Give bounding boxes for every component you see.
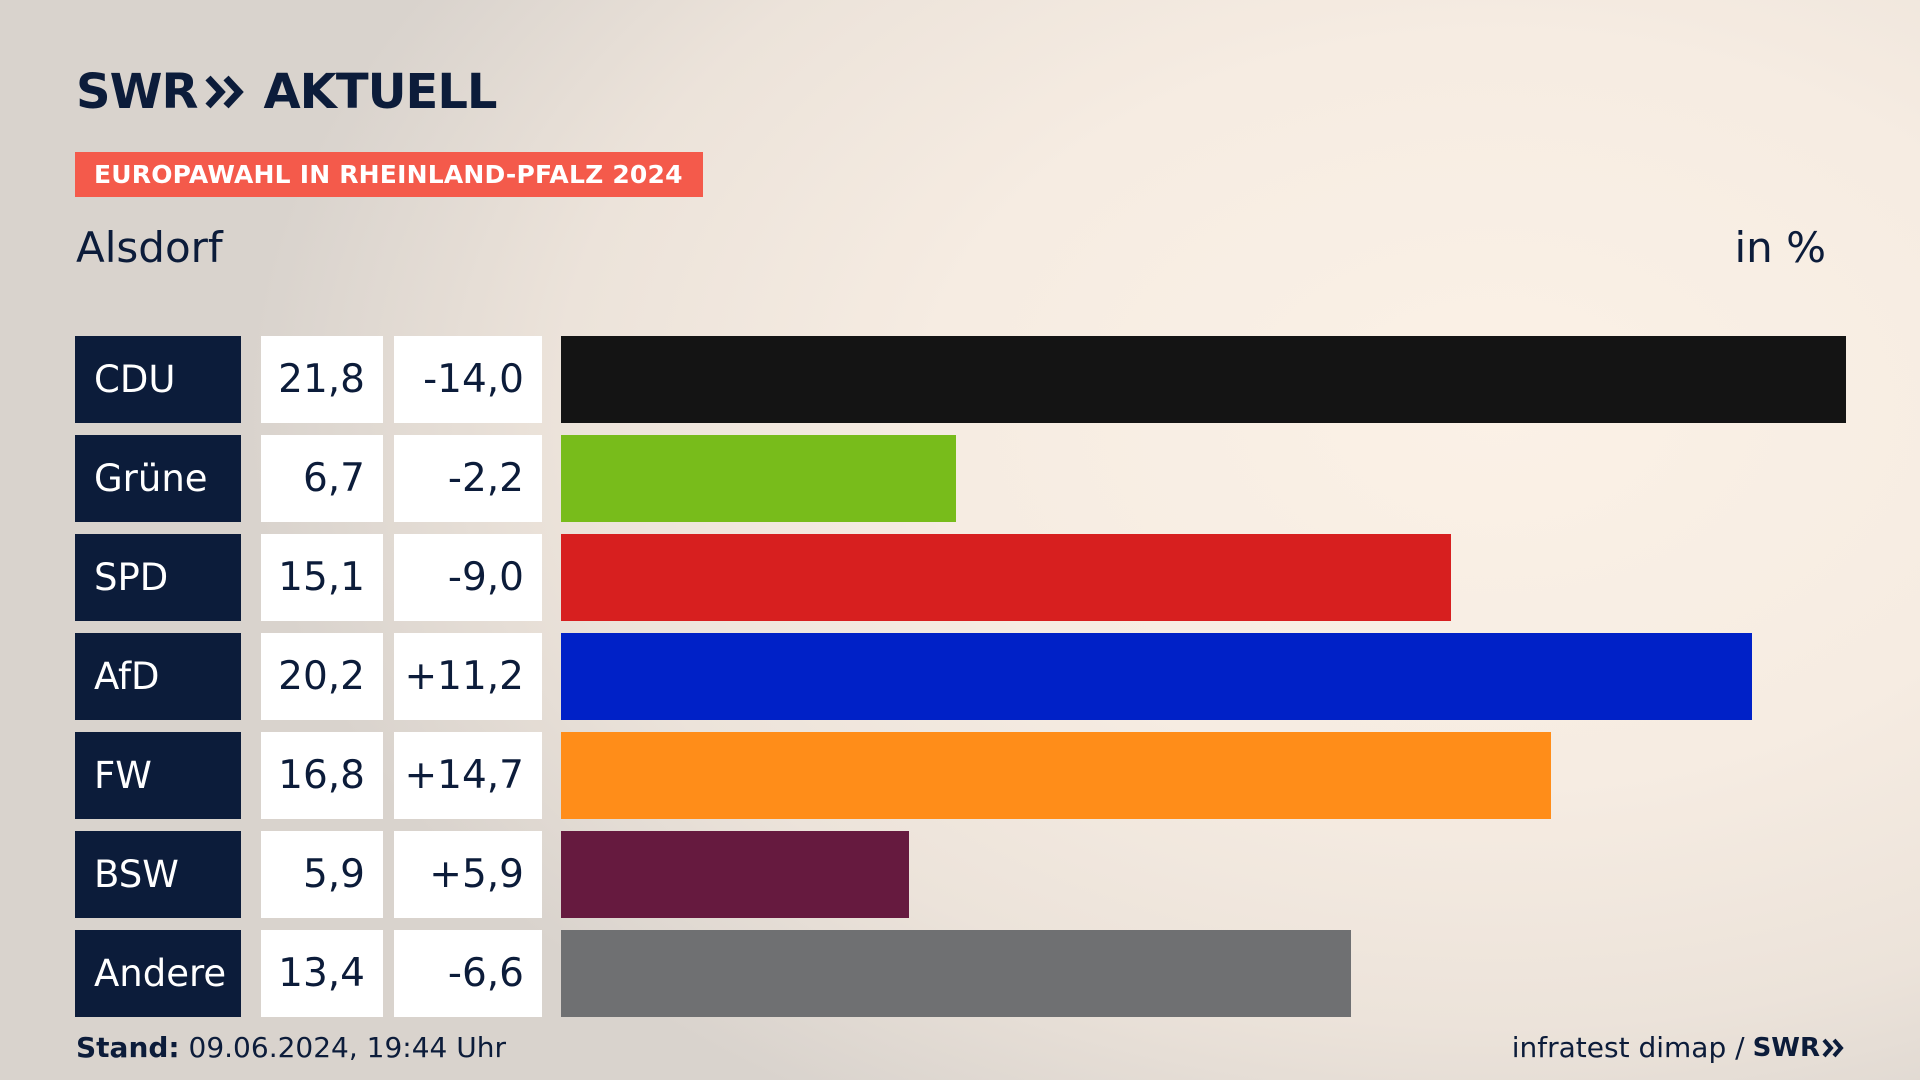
double-chevron-icon xyxy=(205,75,245,109)
bar-track xyxy=(561,633,1846,720)
timestamp: Stand: 09.06.2024, 19:44 Uhr xyxy=(76,1030,506,1066)
stand-value: 09.06.2024, 19:44 Uhr xyxy=(188,1031,506,1064)
party-label: CDU xyxy=(75,336,241,423)
bar-track xyxy=(561,930,1846,1017)
bar-spd xyxy=(561,534,1451,621)
unit-label: in % xyxy=(1734,223,1826,272)
share-value: 13,4 xyxy=(261,930,383,1017)
place-title: Alsdorf xyxy=(76,223,223,272)
swr-aktuell-logo: SWR AKTUELL xyxy=(76,62,498,122)
bar-cdu xyxy=(561,336,1846,423)
bar-afd xyxy=(561,633,1752,720)
bar-fw xyxy=(561,732,1551,819)
logo-swr-text: SWR xyxy=(76,64,198,120)
logo-section-text: AKTUELL xyxy=(263,64,497,120)
table-row: BSW 5,9 +5,9 xyxy=(75,831,1846,918)
table-row: Grüne 6,7 -2,2 xyxy=(75,435,1846,522)
share-value: 6,7 xyxy=(261,435,383,522)
bar-bsw xyxy=(561,831,909,918)
share-value: 16,8 xyxy=(261,732,383,819)
table-row: FW 16,8 +14,7 xyxy=(75,732,1846,819)
source-text: infratest dimap / xyxy=(1511,1031,1745,1064)
share-value: 20,2 xyxy=(261,633,383,720)
party-label: AfD xyxy=(75,633,241,720)
source-brand: SWR xyxy=(1753,1030,1844,1066)
table-row: SPD 15,1 -9,0 xyxy=(75,534,1846,621)
party-label: FW xyxy=(75,732,241,819)
source-credit: infratest dimap / SWR xyxy=(1512,1030,1844,1066)
party-label: Andere xyxy=(75,930,241,1017)
table-row: Andere 13,4 -6,6 xyxy=(75,930,1846,1017)
table-row: AfD 20,2 +11,2 xyxy=(75,633,1846,720)
difference-value: -14,0 xyxy=(394,336,542,423)
difference-value: -2,2 xyxy=(394,435,542,522)
difference-value: +11,2 xyxy=(394,633,542,720)
double-chevron-icon-small xyxy=(1822,1038,1844,1058)
bar-track xyxy=(561,831,1846,918)
difference-value: -9,0 xyxy=(394,534,542,621)
bar-track xyxy=(561,534,1846,621)
party-label: BSW xyxy=(75,831,241,918)
bar-andere xyxy=(561,930,1351,1017)
stand-label: Stand: xyxy=(76,1031,180,1064)
share-value: 15,1 xyxy=(261,534,383,621)
bar-track xyxy=(561,732,1846,819)
party-label: Grüne xyxy=(75,435,241,522)
bar-track xyxy=(561,336,1846,423)
election-tag: EUROPAWAHL IN RHEINLAND-PFALZ 2024 xyxy=(75,152,703,197)
share-value: 21,8 xyxy=(261,336,383,423)
difference-value: +14,7 xyxy=(394,732,542,819)
bar-track xyxy=(561,435,1846,522)
party-label: SPD xyxy=(75,534,241,621)
difference-value: -6,6 xyxy=(394,930,542,1017)
table-row: CDU 21,8 -14,0 xyxy=(75,336,1846,423)
bar-grne xyxy=(561,435,956,522)
difference-value: +5,9 xyxy=(394,831,542,918)
source-brand-text: SWR xyxy=(1752,1033,1820,1063)
share-value: 5,9 xyxy=(261,831,383,918)
